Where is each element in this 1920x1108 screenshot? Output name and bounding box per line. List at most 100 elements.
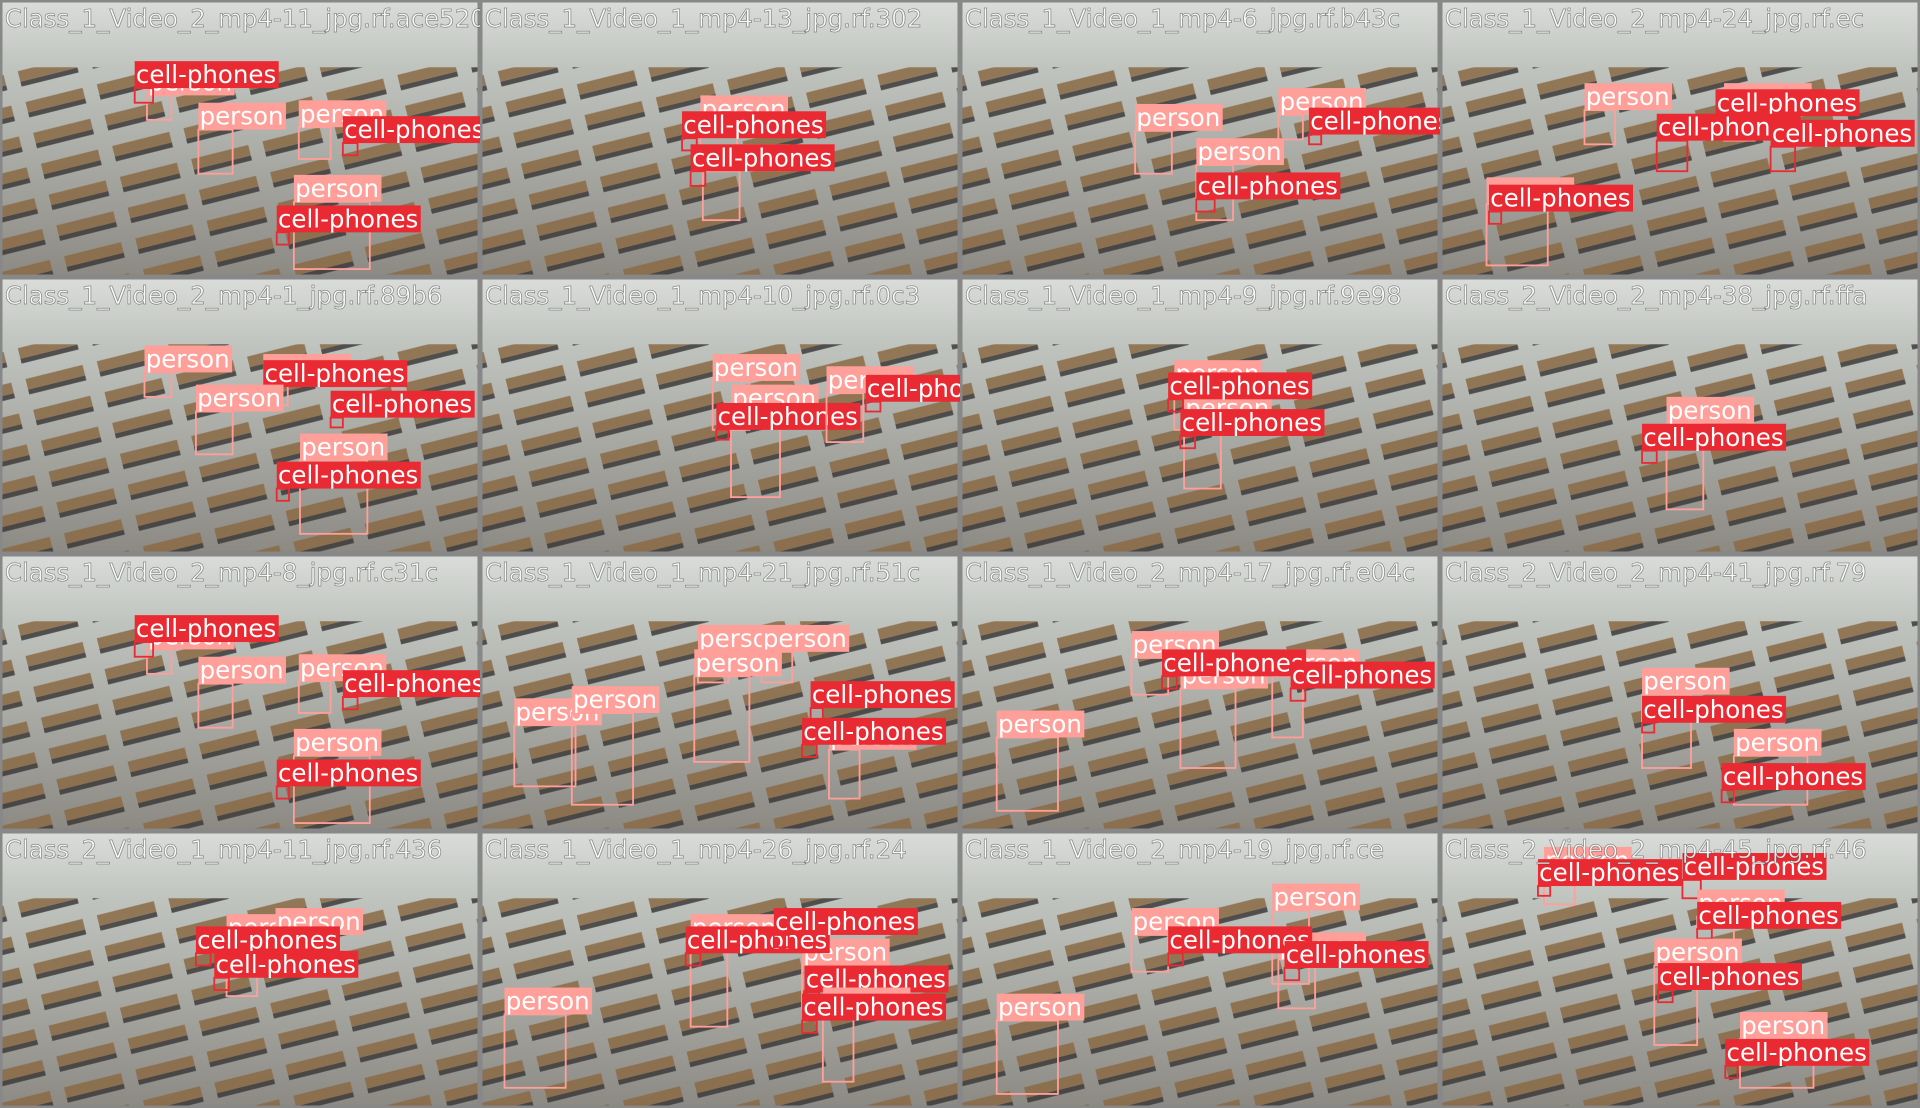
image-tile: personpersonpersoncell-phonespersoncell-… bbox=[960, 831, 1440, 1108]
label-bg bbox=[1715, 89, 1860, 117]
label-bg bbox=[1682, 853, 1827, 880]
image-tile: personpersoncell-phonescell-phonesClass_… bbox=[960, 277, 1440, 554]
label-bg bbox=[682, 111, 827, 139]
tile-title: Class_1_Video_1_mp4-26_jpg.rf.24 bbox=[485, 835, 907, 864]
label-bg bbox=[716, 402, 861, 430]
box-label: cell-phones bbox=[332, 390, 472, 419]
tile-title: Class_1_Video_1_mp4-10_jpg.rf.0c3 bbox=[485, 281, 920, 310]
box-label: person bbox=[146, 345, 230, 374]
box-label: cell-phones bbox=[344, 115, 484, 144]
box-label: cell-phones bbox=[1684, 852, 1824, 881]
tile-title: Class_1_Video_2_mp4-19_jpg.rf.ce bbox=[965, 835, 1384, 864]
box-label: person bbox=[1656, 938, 1740, 967]
box-label: person bbox=[714, 353, 798, 382]
label-bg bbox=[690, 144, 835, 172]
image-tile: personcell-phonespersonpersoncell-phones… bbox=[0, 554, 480, 831]
box-label: cell-phones bbox=[1727, 1038, 1867, 1067]
box-label: person bbox=[506, 987, 590, 1016]
tile-border bbox=[1440, 277, 1920, 554]
label-bg bbox=[342, 670, 480, 698]
box-label: person bbox=[1741, 1011, 1825, 1040]
tile-border bbox=[0, 831, 480, 1108]
image-tile: personpersoncell-phonespersoncell-phones… bbox=[480, 277, 1007, 554]
box-label: person bbox=[998, 993, 1082, 1022]
label-bg bbox=[1642, 423, 1787, 451]
label-bg bbox=[1654, 938, 1742, 966]
box-label: cell-phones bbox=[1643, 695, 1783, 724]
box-label: cell-phones bbox=[803, 717, 943, 746]
box-label: cell-phones bbox=[136, 60, 276, 89]
box-label: cell-phones bbox=[1292, 661, 1432, 690]
label-bg bbox=[1725, 1038, 1870, 1066]
label-bg bbox=[1770, 119, 1915, 147]
box-label: cell-phones bbox=[683, 110, 823, 139]
label-bg bbox=[773, 908, 918, 935]
label-bg bbox=[195, 384, 284, 412]
box-label: cell-phones bbox=[1717, 88, 1857, 117]
label-bg bbox=[865, 374, 960, 402]
label-bg bbox=[996, 710, 1085, 738]
box-label: cell-phones bbox=[1772, 119, 1912, 148]
label-bg bbox=[810, 681, 955, 709]
label-bg bbox=[198, 102, 286, 130]
tile-border bbox=[480, 831, 960, 1108]
label-bg bbox=[1272, 883, 1360, 911]
image-tile: personpersoncell-phonescell-phonesClass_… bbox=[1440, 554, 1920, 831]
box-label: person bbox=[696, 648, 780, 677]
label-bg bbox=[300, 433, 388, 461]
box-label: person bbox=[200, 656, 284, 685]
label-bg bbox=[802, 993, 947, 1021]
tile-desks bbox=[1442, 621, 1918, 829]
tile-title: Class_1_Video_2_mp4-17_jpg.rf.e04c bbox=[965, 558, 1415, 587]
label-bg bbox=[1721, 763, 1866, 791]
box-label: person bbox=[763, 624, 847, 653]
label-bg bbox=[263, 360, 408, 388]
box-label: cell-phones bbox=[867, 374, 1007, 403]
tile-border bbox=[0, 277, 480, 554]
box-label: cell-phones bbox=[1490, 184, 1630, 213]
box-label: cell-phones bbox=[1163, 648, 1303, 677]
box-label: person bbox=[301, 433, 385, 462]
box-label: person bbox=[998, 710, 1082, 739]
label-bg bbox=[1168, 372, 1313, 400]
image-tile: personpersoncell-phonespersoncell-phones… bbox=[960, 0, 1450, 277]
tile-title: Class_1_Video_2_mp4-8_jpg.rf.c31c bbox=[5, 558, 438, 587]
box-label: person bbox=[1586, 82, 1670, 111]
label-bg bbox=[1584, 83, 1673, 111]
box-label: cell-phones bbox=[1286, 940, 1426, 969]
box-label: cell-phones bbox=[1169, 371, 1309, 400]
image-tile: personcell-phonescell-phonespersoncell-p… bbox=[1440, 831, 1920, 1108]
label-bg bbox=[342, 116, 480, 144]
tile-border bbox=[960, 831, 1440, 1108]
box-label: cell-phones bbox=[812, 680, 952, 709]
tile-border bbox=[1440, 831, 1920, 1108]
label-bg bbox=[276, 205, 421, 233]
label-bg bbox=[1196, 172, 1341, 200]
box-label: cell-phones bbox=[1310, 107, 1450, 136]
tile-border bbox=[1440, 554, 1920, 831]
tile-title: Class_1_Video_2_mp4-1_jpg.rf.89b6 bbox=[5, 281, 442, 310]
tile-border bbox=[960, 554, 1440, 831]
label-bg bbox=[1135, 103, 1223, 131]
label-bg bbox=[996, 993, 1085, 1021]
box-label: person bbox=[200, 102, 284, 131]
bounding-box bbox=[1769, 145, 1797, 173]
box-label: cell-phones bbox=[197, 925, 337, 954]
label-bg bbox=[1196, 138, 1284, 166]
label-bg bbox=[1284, 941, 1429, 968]
image-tile: personpersonpersoncell-phonescell-phones… bbox=[480, 831, 960, 1108]
tile-desks bbox=[1442, 898, 1918, 1106]
image-tile: personpersonpersoncell-phonespersoncell-… bbox=[960, 554, 1440, 831]
tile-border bbox=[480, 277, 960, 554]
label-bg bbox=[504, 987, 593, 1015]
box-label: person bbox=[1273, 883, 1357, 912]
box-label: person bbox=[1735, 728, 1819, 757]
label-bg bbox=[1180, 409, 1325, 436]
label-bg bbox=[802, 717, 947, 745]
label-bg bbox=[1308, 107, 1440, 135]
box-label: cell-phones bbox=[1643, 423, 1783, 452]
tile-title: Class_1_Video_1_mp4-13_jpg.rf.302 bbox=[485, 4, 922, 33]
label-bg bbox=[1642, 667, 1730, 695]
